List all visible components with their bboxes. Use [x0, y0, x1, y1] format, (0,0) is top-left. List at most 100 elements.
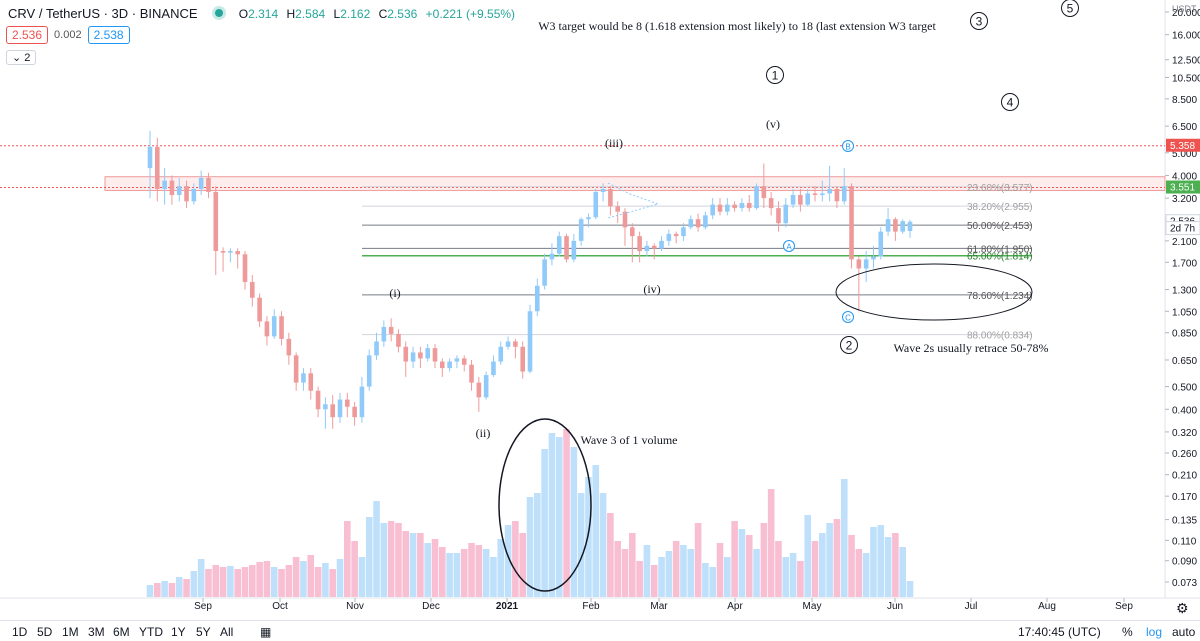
candle-body[interactable]	[520, 346, 525, 372]
range-1d[interactable]: 1D	[12, 625, 28, 639]
candle-body[interactable]	[315, 390, 321, 410]
symbol-title[interactable]: CRV / TetherUS · 3D · BINANCE	[8, 6, 198, 21]
candle-body[interactable]	[381, 326, 387, 342]
candle-body[interactable]	[293, 355, 299, 383]
candle-body[interactable]	[608, 188, 613, 207]
range-5d[interactable]: 5D	[37, 625, 53, 639]
candle-body[interactable]	[198, 178, 204, 189]
candle-body[interactable]	[476, 382, 482, 398]
candle-body[interactable]	[717, 204, 723, 212]
candle-body[interactable]	[571, 240, 577, 260]
sell-button[interactable]: 2.536	[6, 26, 49, 44]
candle-body[interactable]	[191, 188, 197, 202]
candle-body[interactable]	[556, 236, 562, 254]
wave-label[interactable]: (iv)	[643, 282, 660, 296]
candle-body[interactable]	[863, 259, 869, 269]
candle-body[interactable]	[323, 404, 328, 410]
candle-body[interactable]	[461, 358, 467, 365]
candle-body[interactable]	[447, 361, 452, 369]
candle-body[interactable]	[425, 348, 430, 359]
candle-body[interactable]	[622, 211, 628, 228]
abc-circle[interactable]	[783, 240, 795, 252]
candle-body[interactable]	[213, 191, 219, 252]
annotation-text[interactable]: Wave 3 of 1 volume	[580, 433, 677, 447]
candle-body[interactable]	[257, 297, 262, 322]
candle-body[interactable]	[491, 361, 496, 376]
candle-body[interactable]	[666, 233, 672, 241]
candle-body[interactable]	[746, 202, 752, 209]
candle-body[interactable]	[469, 364, 474, 383]
candle-body[interactable]	[169, 180, 175, 195]
range-all[interactable]: All	[220, 625, 234, 639]
candle-body[interactable]	[615, 206, 620, 212]
candle-body[interactable]	[162, 180, 167, 189]
gear-icon[interactable]: ⚙	[1176, 600, 1189, 616]
candle-body[interactable]	[637, 236, 642, 252]
candle-body[interactable]	[454, 358, 460, 362]
wave-circle[interactable]	[970, 12, 988, 30]
candle-body[interactable]	[250, 282, 255, 298]
candle-body[interactable]	[483, 375, 489, 398]
candle-body[interactable]	[498, 346, 504, 362]
wave-circle[interactable]	[840, 336, 858, 354]
candle-body[interactable]	[345, 399, 350, 407]
candle-body[interactable]	[279, 316, 284, 339]
candle-body[interactable]	[228, 251, 233, 253]
candle-body[interactable]	[286, 338, 292, 356]
annotation-text[interactable]: Wave 2s usually retrace 50-78%	[894, 341, 1049, 355]
wave-circle[interactable]	[766, 66, 784, 84]
candle-body[interactable]	[856, 259, 862, 269]
candle-body[interactable]	[366, 355, 372, 387]
annotation-text[interactable]: W3 target would be 8 (1.618 extension mo…	[538, 19, 936, 33]
wave-circle[interactable]	[1001, 93, 1019, 111]
candle-body[interactable]	[827, 188, 832, 194]
wave-circle[interactable]	[1061, 0, 1079, 17]
wave-label[interactable]: (v)	[766, 117, 780, 131]
candle-body[interactable]	[564, 236, 569, 260]
candle-body[interactable]	[242, 254, 248, 283]
auto-toggle[interactable]: auto	[1172, 625, 1196, 639]
candle-body[interactable]	[308, 373, 314, 391]
calendar-icon[interactable]: ▦	[260, 625, 272, 639]
range-5y[interactable]: 5Y	[196, 625, 211, 639]
candle-body[interactable]	[440, 361, 445, 369]
range-3m[interactable]: 3M	[88, 625, 105, 639]
candle-body[interactable]	[578, 219, 584, 241]
candle-body[interactable]	[703, 215, 708, 228]
candle-body[interactable]	[388, 326, 394, 334]
candle-body[interactable]	[878, 231, 884, 257]
candle-body[interactable]	[535, 285, 540, 312]
candle-body[interactable]	[673, 233, 679, 237]
candle-body[interactable]	[783, 204, 789, 224]
candle-body[interactable]	[761, 186, 767, 199]
candle-body[interactable]	[374, 341, 379, 356]
candle-body[interactable]	[695, 219, 701, 228]
candle-body[interactable]	[527, 311, 533, 372]
candle-body[interactable]	[542, 259, 547, 286]
wave2-target-ellipse[interactable]	[835, 263, 1033, 321]
candle-body[interactable]	[841, 186, 847, 202]
candle-body[interactable]	[549, 253, 555, 260]
candle-body[interactable]	[220, 251, 226, 253]
candle-body[interactable]	[600, 188, 606, 192]
candle-body[interactable]	[871, 256, 876, 260]
abc-circle[interactable]	[842, 311, 854, 323]
wave-label[interactable]: (ii)	[476, 426, 491, 440]
candle-body[interactable]	[681, 227, 686, 237]
candle-body[interactable]	[176, 186, 182, 195]
candle-body[interactable]	[403, 346, 409, 362]
candle-body[interactable]	[834, 188, 840, 202]
wave-label[interactable]: (iii)	[605, 136, 623, 150]
wave-label[interactable]: (i)	[389, 286, 400, 300]
candle-body[interactable]	[352, 406, 357, 418]
candle-body[interactable]	[235, 251, 240, 255]
log-toggle[interactable]: log	[1146, 625, 1163, 639]
candle-body[interactable]	[659, 240, 664, 249]
range-ytd[interactable]: YTD	[139, 625, 163, 639]
candle-body[interactable]	[798, 194, 803, 205]
buy-button[interactable]: 2.538	[87, 26, 130, 44]
candle-body[interactable]	[206, 178, 211, 192]
candle-body[interactable]	[732, 204, 737, 209]
candle-body[interactable]	[820, 193, 825, 195]
